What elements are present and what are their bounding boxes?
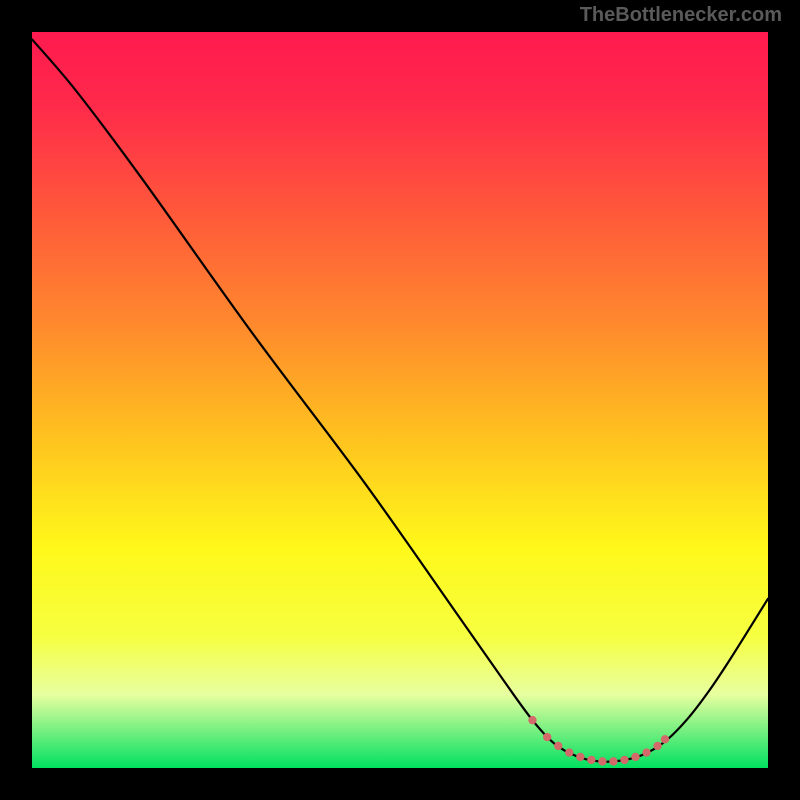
curve-marker	[631, 753, 639, 761]
curve-marker	[587, 756, 595, 764]
curve-marker	[620, 756, 628, 764]
curve-marker	[543, 733, 551, 741]
curve-marker	[565, 748, 573, 756]
curve-marker	[554, 742, 562, 750]
bottleneck-curve	[32, 39, 768, 761]
curve-marker	[598, 757, 606, 765]
curve-marker	[609, 757, 617, 765]
curve-marker	[642, 748, 650, 756]
marker-group	[528, 716, 669, 766]
watermark-text: TheBottlenecker.com	[580, 4, 782, 27]
curve-marker	[653, 742, 661, 750]
curve-marker	[661, 735, 669, 743]
chart-frame: { "watermark": { "text": "TheBottlenecke…	[0, 0, 800, 800]
curve-marker	[528, 716, 536, 724]
curve-marker	[576, 753, 584, 761]
curve-layer	[32, 32, 768, 768]
plot-area	[32, 32, 768, 768]
